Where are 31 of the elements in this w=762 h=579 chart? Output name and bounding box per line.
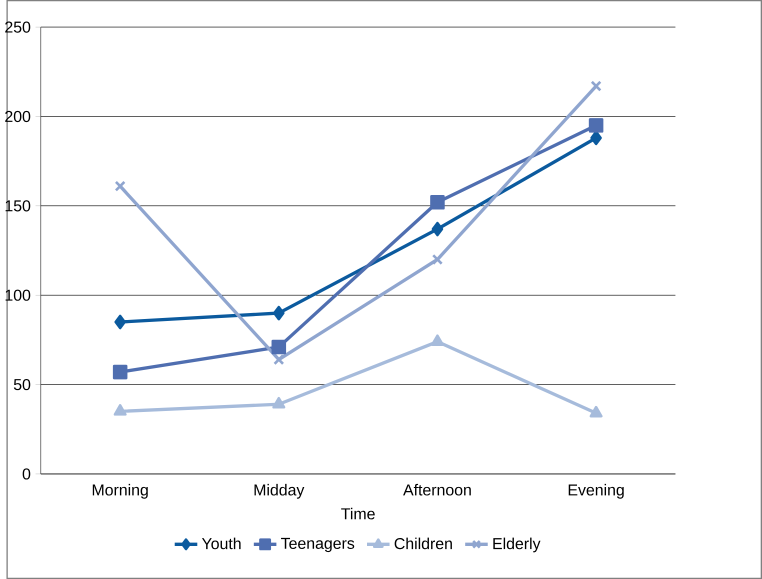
point [114, 314, 126, 330]
point [590, 130, 602, 146]
y-tick-label: 150 [6, 200, 30, 212]
point [272, 340, 286, 354]
point [430, 194, 445, 210]
legend-label: Teenagers [281, 538, 354, 552]
x-tick-label: Afternoon [403, 484, 471, 496]
x-axis-title: Time [341, 508, 375, 520]
legend-label: Youth [202, 538, 241, 550]
legend-label: Elderly [493, 538, 540, 552]
point [114, 180, 126, 192]
point [272, 396, 286, 409]
point [273, 306, 285, 320]
point [590, 80, 602, 92]
point [432, 254, 443, 265]
y-tick-label: 0 [22, 468, 30, 480]
y-tick-label: 200 [5, 110, 30, 122]
point [590, 406, 603, 418]
point [432, 222, 444, 236]
point [112, 364, 128, 380]
point [273, 354, 284, 366]
point [588, 118, 604, 133]
x-tick-label: Midday [254, 484, 304, 499]
y-tick-label: 100 [6, 290, 30, 301]
x-tick-label: Morning [92, 484, 148, 499]
legend-label: Children [394, 538, 452, 550]
y-tick-label: 50 [14, 378, 30, 390]
x-tick-label: Evening [568, 484, 624, 499]
y-tick-label: 250 [5, 21, 30, 33]
point [114, 404, 127, 416]
point [430, 334, 444, 346]
